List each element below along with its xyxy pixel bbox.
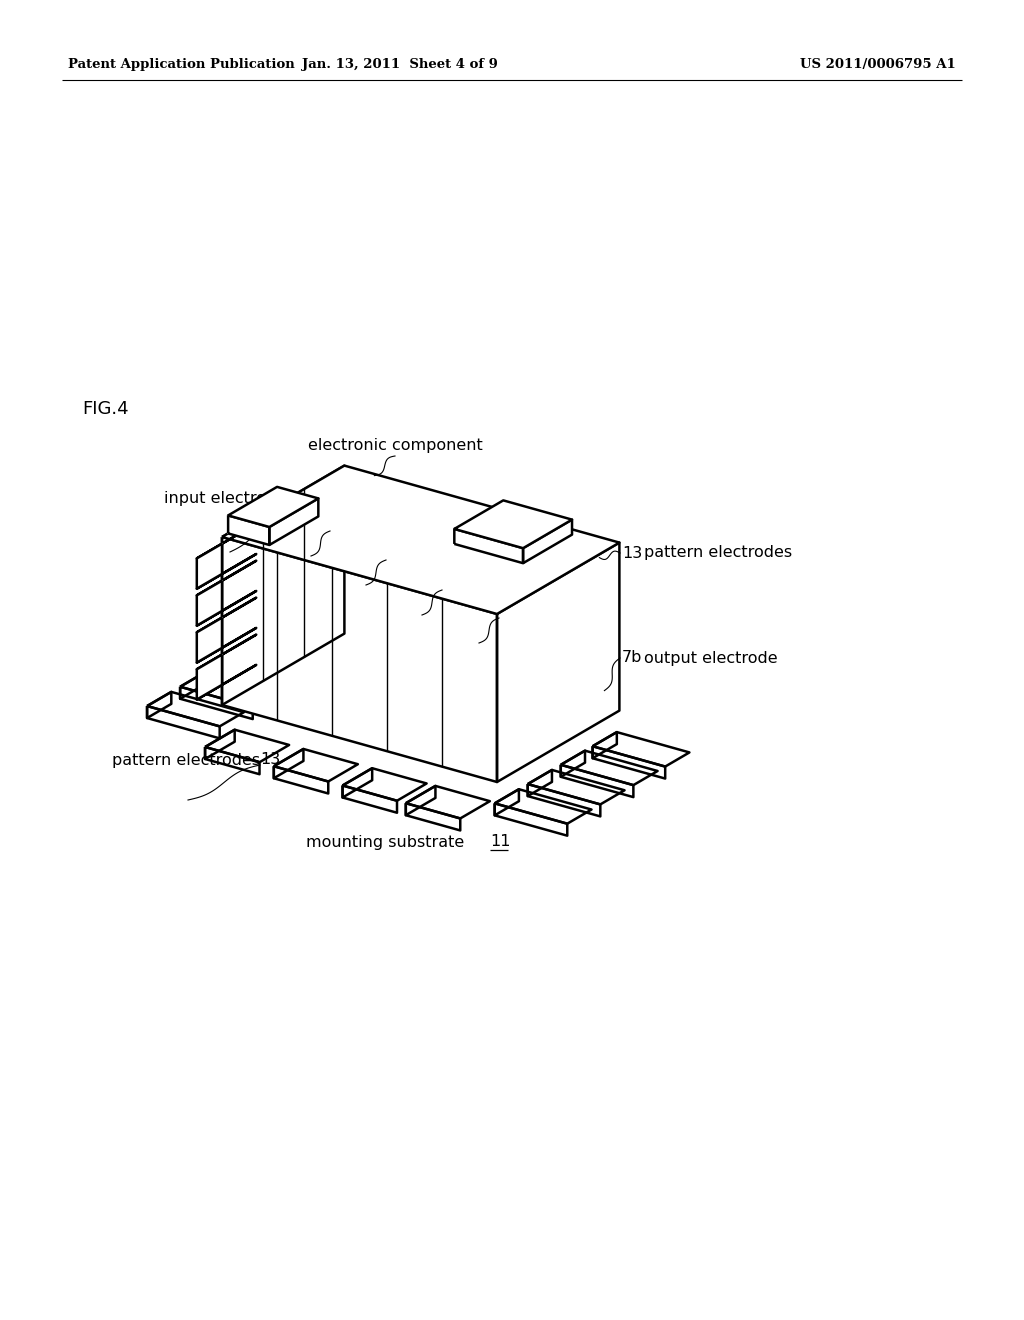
Text: mounting substrate: mounting substrate xyxy=(306,834,464,850)
Text: 13: 13 xyxy=(260,752,281,767)
Polygon shape xyxy=(197,598,256,632)
Polygon shape xyxy=(205,730,234,759)
Polygon shape xyxy=(561,764,634,797)
Polygon shape xyxy=(273,748,303,779)
Text: 11: 11 xyxy=(490,834,511,850)
Text: electronic component: electronic component xyxy=(307,438,482,453)
Text: Patent Application Publication: Patent Application Publication xyxy=(68,58,295,71)
Polygon shape xyxy=(495,789,519,816)
Text: pattern electrodes: pattern electrodes xyxy=(644,545,793,561)
Polygon shape xyxy=(561,751,657,785)
Polygon shape xyxy=(228,515,269,545)
Text: output electrode: output electrode xyxy=(644,651,777,665)
Polygon shape xyxy=(197,524,256,558)
Polygon shape xyxy=(593,733,616,758)
Polygon shape xyxy=(197,544,222,589)
Polygon shape xyxy=(593,746,666,779)
Polygon shape xyxy=(406,785,489,818)
Polygon shape xyxy=(222,466,344,705)
Text: 7c: 7c xyxy=(295,549,313,564)
Polygon shape xyxy=(213,668,286,700)
Polygon shape xyxy=(509,715,587,762)
Text: pattern electrodes: pattern electrodes xyxy=(112,752,260,767)
Polygon shape xyxy=(197,581,222,626)
Text: 7e: 7e xyxy=(406,607,424,623)
Polygon shape xyxy=(527,770,625,804)
Polygon shape xyxy=(495,789,592,824)
Polygon shape xyxy=(245,649,317,681)
Polygon shape xyxy=(497,543,620,781)
Polygon shape xyxy=(147,706,220,738)
Polygon shape xyxy=(180,673,276,708)
Polygon shape xyxy=(273,748,357,781)
Text: 7b: 7b xyxy=(622,651,642,665)
Polygon shape xyxy=(222,466,620,614)
Polygon shape xyxy=(197,665,256,700)
Polygon shape xyxy=(197,554,256,589)
Text: 7d: 7d xyxy=(348,578,368,593)
Polygon shape xyxy=(406,803,460,830)
Polygon shape xyxy=(222,537,497,781)
Polygon shape xyxy=(197,628,256,663)
Polygon shape xyxy=(406,785,435,816)
Polygon shape xyxy=(197,561,256,595)
Polygon shape xyxy=(205,730,289,762)
Polygon shape xyxy=(213,653,310,688)
Polygon shape xyxy=(205,747,259,775)
Polygon shape xyxy=(509,576,587,620)
Text: 13: 13 xyxy=(622,545,642,561)
Polygon shape xyxy=(343,785,397,813)
Text: FIG.4: FIG.4 xyxy=(82,400,129,418)
Polygon shape xyxy=(197,618,222,663)
Polygon shape xyxy=(228,487,318,527)
Polygon shape xyxy=(561,751,585,776)
Polygon shape xyxy=(147,692,171,718)
Text: 7a: 7a xyxy=(276,491,296,506)
Polygon shape xyxy=(455,500,572,548)
Polygon shape xyxy=(180,686,253,719)
Polygon shape xyxy=(245,635,342,669)
Polygon shape xyxy=(180,673,205,698)
Polygon shape xyxy=(509,663,587,708)
Polygon shape xyxy=(527,770,552,796)
Polygon shape xyxy=(509,628,587,675)
Polygon shape xyxy=(527,784,600,816)
Polygon shape xyxy=(147,692,244,726)
Polygon shape xyxy=(343,768,427,801)
Polygon shape xyxy=(523,520,572,564)
Polygon shape xyxy=(213,653,238,680)
Polygon shape xyxy=(593,733,689,767)
Polygon shape xyxy=(531,663,587,748)
Polygon shape xyxy=(273,766,329,793)
Text: input electrode: input electrode xyxy=(164,491,286,506)
Polygon shape xyxy=(269,499,318,545)
Polygon shape xyxy=(455,529,523,564)
Polygon shape xyxy=(197,655,222,700)
Polygon shape xyxy=(245,635,269,661)
Polygon shape xyxy=(197,635,256,669)
Polygon shape xyxy=(495,804,567,836)
Text: Jan. 13, 2011  Sheet 4 of 9: Jan. 13, 2011 Sheet 4 of 9 xyxy=(302,58,498,71)
Text: 7f: 7f xyxy=(463,635,478,651)
Polygon shape xyxy=(531,576,587,661)
Text: US 2011/0006795 A1: US 2011/0006795 A1 xyxy=(800,58,956,71)
Polygon shape xyxy=(343,768,372,797)
Polygon shape xyxy=(197,591,256,626)
